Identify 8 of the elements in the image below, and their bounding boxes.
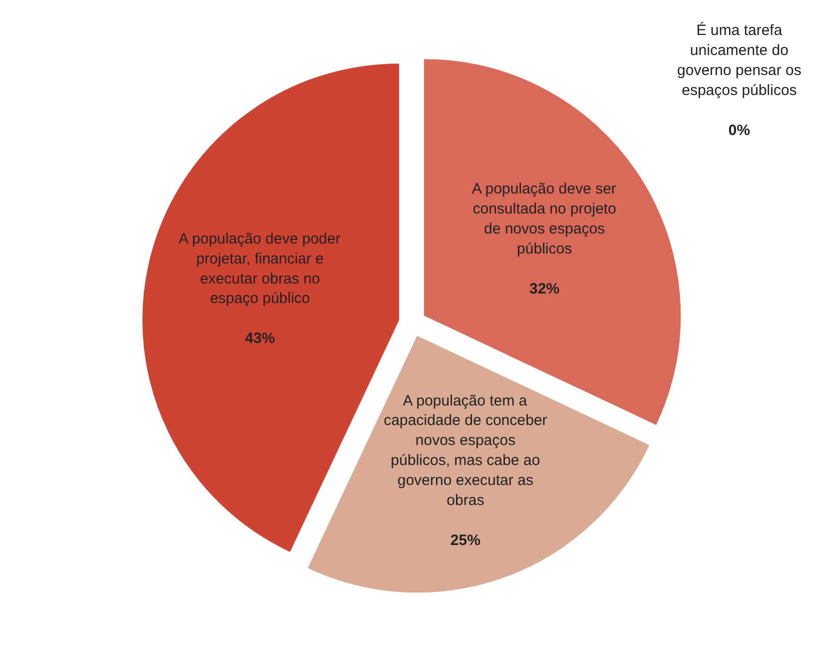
- category-label: É uma tarefa unicamente do governo pensar os espaços públicos: [677, 22, 802, 99]
- text: 0%: [728, 122, 750, 139]
- data-label: 25%: [450, 532, 480, 550]
- data-label: 32%: [529, 280, 560, 298]
- slice-label: A população deve ser consultada no projeto de novos espaços públicos: [472, 180, 616, 258]
- slice-label: A população deve poder projetar, financiar e executar obras no espaço público: [178, 230, 340, 308]
- data-label: 43%: [244, 330, 276, 348]
- slice-label: A população tem a capacidade de conceber novos espaços públicos, mas cabe ao governo executar as obras: [384, 392, 548, 510]
